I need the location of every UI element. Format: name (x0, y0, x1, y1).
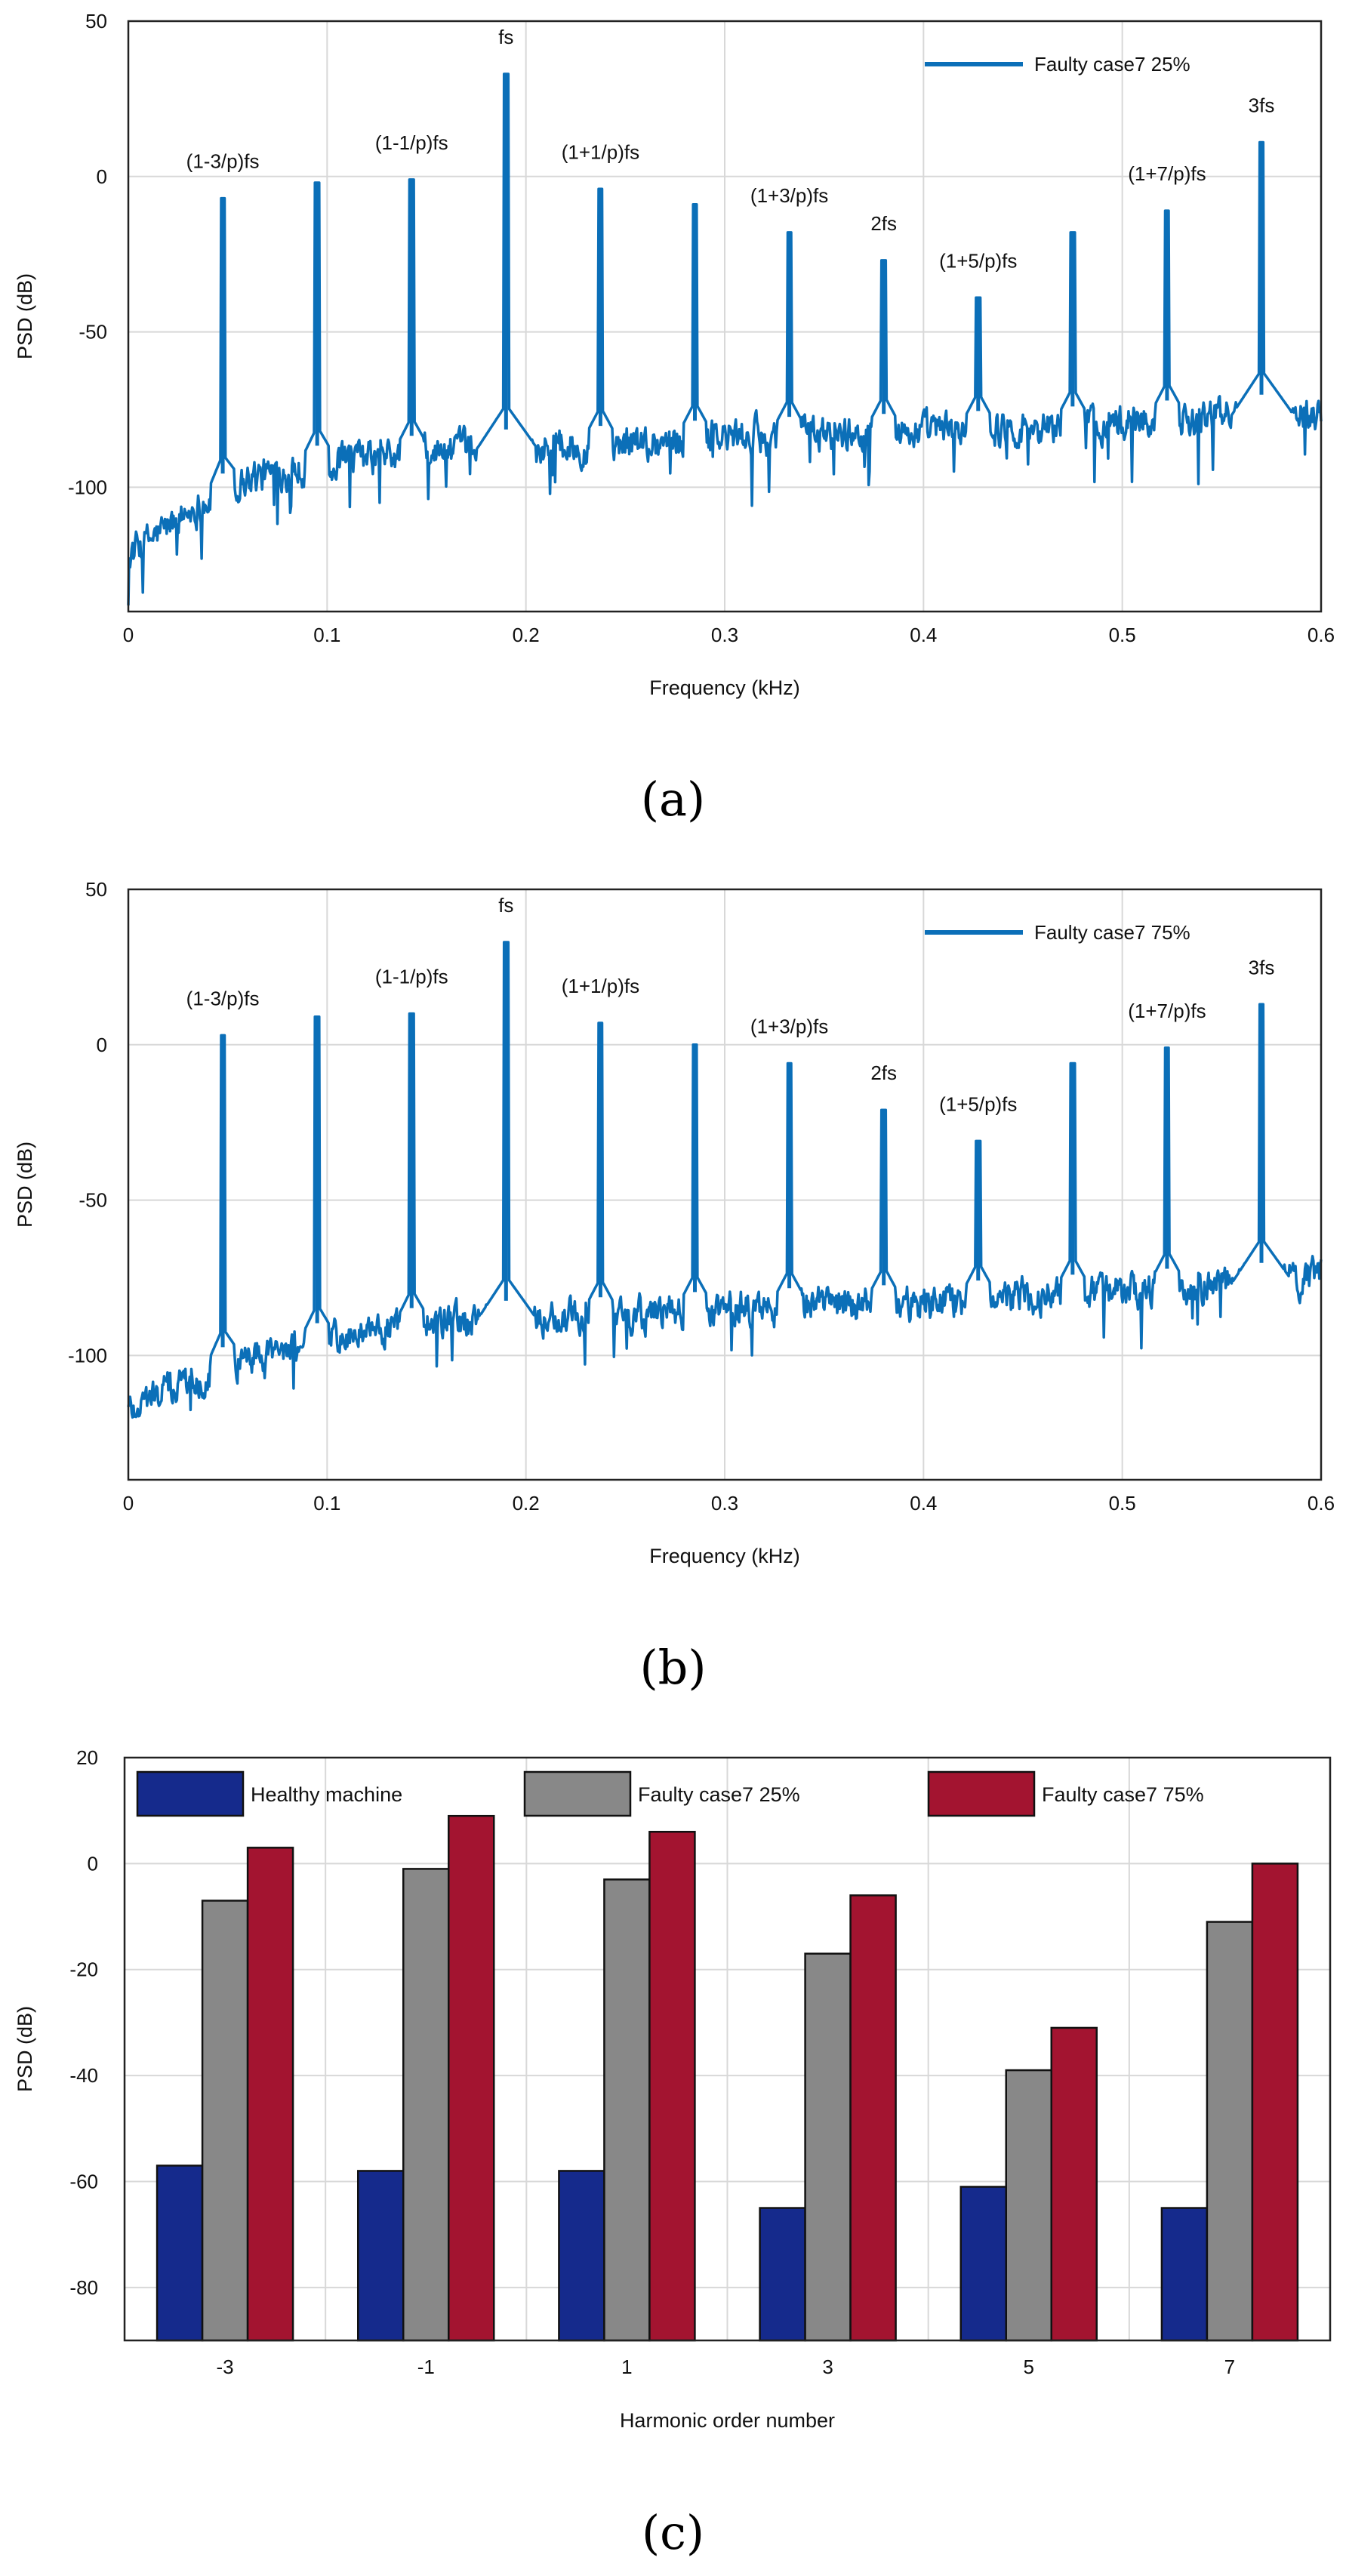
peak-label: 3fs (1249, 956, 1275, 978)
x-tick-label: 0.1 (313, 624, 340, 646)
peak-label: 2fs (870, 1062, 897, 1084)
x-tick-label: 0.3 (711, 1492, 738, 1514)
legend-label: Faulty case7 25% (1034, 53, 1190, 75)
peak-label: (1+5/p)fs (939, 249, 1017, 272)
caption-b: (b) (639, 1640, 707, 1695)
x-tick-label: 5 (1024, 2356, 1034, 2378)
chart-a: (1-3/p)fs (1-1/p)fs fs (1+1/p)fs (1+3/p)fs 2f… (14, 10, 1335, 699)
peak-label: (1+7/p)fs (1128, 162, 1206, 185)
peak-label: (1+1/p)fs (562, 975, 639, 997)
x-tick-label: -3 (217, 2356, 234, 2378)
bar (201, 1900, 249, 2342)
y-axis-label: PSD (dB) (14, 1142, 36, 1228)
legend-label: Healthy machine (251, 1783, 402, 1806)
peak-label: (1+3/p)fs (750, 1015, 828, 1037)
peak-label: (1-3/p)fs (186, 987, 260, 1009)
bar (357, 2170, 405, 2342)
y-tick-label: -50 (79, 1189, 107, 1212)
bar (558, 2170, 605, 2342)
x-tick-label: 0.4 (910, 1492, 937, 1514)
x-tick-label: 1 (621, 2356, 632, 2378)
legend-swatch (136, 1770, 245, 1817)
bar (448, 1814, 495, 2342)
bar (402, 1868, 450, 2342)
plot-frame (123, 1756, 1332, 2342)
bar (1251, 1863, 1299, 2342)
peak-label: (1-1/p)fs (375, 966, 448, 988)
y-tick-label: 0 (88, 1852, 98, 1875)
x-tick-label: 0.3 (711, 624, 738, 646)
bar (603, 1878, 651, 2342)
bar (1005, 2069, 1052, 2342)
peak-label: (1+7/p)fs (1128, 1000, 1206, 1022)
x-tick-label: 0.6 (1307, 624, 1335, 646)
bar (804, 1952, 852, 2342)
y-tick-label: 0 (97, 165, 107, 188)
bar (959, 2186, 1007, 2342)
x-tick-label: 0 (123, 1492, 134, 1514)
x-axis-label: Harmonic order number (620, 2409, 835, 2432)
x-tick-label: 0.5 (1109, 624, 1136, 646)
y-axis-label: PSD (dB) (14, 273, 36, 359)
y-tick-label: -80 (69, 2276, 98, 2299)
plot-frame (127, 20, 1323, 613)
x-tick-label: 0.4 (910, 624, 937, 646)
bar (759, 2207, 806, 2342)
legend-label: Faulty case7 75% (1042, 1783, 1204, 1806)
y-tick-label: -100 (68, 476, 107, 498)
legend-label: Faulty case7 75% (1034, 921, 1190, 944)
legend-swatch (927, 1770, 1036, 1817)
peak-label: fs (498, 26, 513, 48)
x-axis-label: Frequency (kHz) (649, 676, 800, 699)
x-tick-label: 3 (822, 2356, 833, 2378)
y-tick-label: 50 (85, 878, 107, 901)
chart-c: -3 -1 1 3 5 7 20 0 -20 -40 -60 -80 Harmonic order nu… (14, 1746, 1332, 2432)
peak-label: (1-1/p)fs (375, 131, 448, 154)
bar (1050, 2026, 1098, 2342)
caption-a: (a) (640, 772, 706, 827)
y-tick-label: -60 (69, 2170, 98, 2192)
peak-label: (1+3/p)fs (750, 184, 828, 207)
bar (1206, 1921, 1254, 2342)
peak-label: (1-3/p)fs (186, 150, 260, 173)
x-tick-label: 0.6 (1307, 1492, 1335, 1514)
peak-label: fs (498, 894, 513, 917)
x-tick-label: 0.5 (1109, 1492, 1136, 1514)
y-tick-label: -20 (69, 1958, 98, 1981)
caption-c: (c) (641, 2505, 705, 2560)
plot-frame (127, 888, 1323, 1481)
y-tick-label: 50 (85, 10, 107, 32)
x-tick-label: 7 (1224, 2356, 1235, 2378)
psd-series-line (127, 941, 1323, 1419)
x-tick-label: 0 (123, 624, 134, 646)
y-tick-label: -50 (79, 321, 107, 344)
peak-label: 2fs (870, 212, 897, 235)
legend-label: Faulty case7 25% (638, 1783, 800, 1806)
peak-label: (1+5/p)fs (939, 1092, 1017, 1115)
y-tick-label: -100 (68, 1344, 107, 1367)
bar (1160, 2207, 1209, 2342)
x-tick-label: 0.2 (513, 624, 540, 646)
x-tick-label: -1 (417, 2356, 435, 2378)
y-axis-label: PSD (dB) (14, 2006, 36, 2092)
y-tick-label: -40 (69, 2064, 98, 2087)
x-tick-label: 0.2 (513, 1492, 540, 1514)
legend-swatch (523, 1770, 632, 1817)
bar (648, 1831, 696, 2342)
bar (849, 1894, 897, 2342)
bar (246, 1847, 294, 2342)
chart-b: (1-3/p)fs (1-1/p)fs fs (1+1/p)fs (1+3/p)fs 2f… (14, 878, 1335, 1567)
peak-label: 3fs (1249, 94, 1275, 117)
x-axis-label: Frequency (kHz) (649, 1545, 800, 1567)
bar (156, 2165, 204, 2342)
y-tick-label: 20 (76, 1746, 98, 1769)
psd-series-line (127, 72, 1323, 605)
peak-label: (1+1/p)fs (562, 140, 639, 163)
y-tick-label: 0 (97, 1034, 107, 1056)
x-tick-label: 0.1 (313, 1492, 340, 1514)
